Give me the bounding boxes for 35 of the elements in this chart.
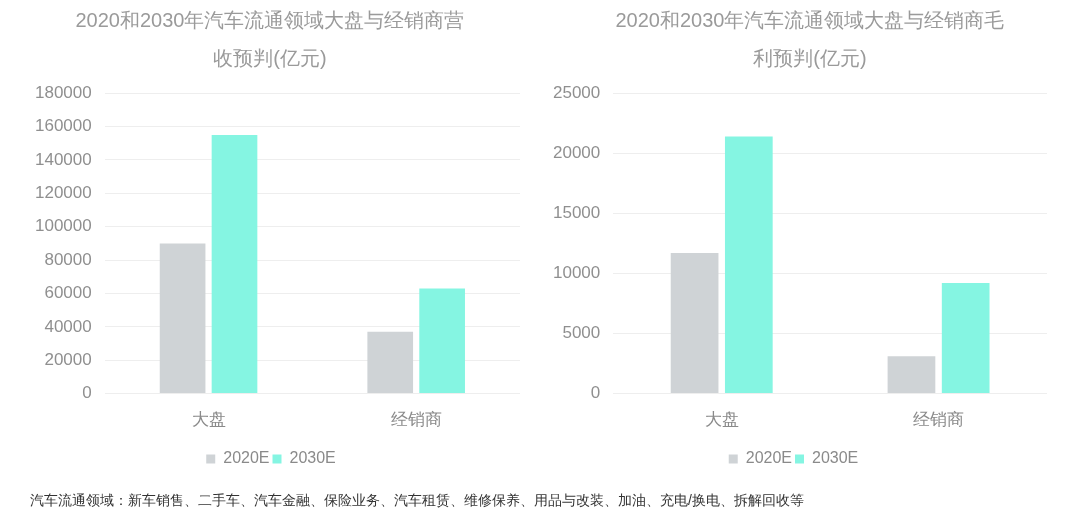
x-tick-label: 大盘 (191, 410, 226, 430)
y-tick-label: 5000 (562, 323, 601, 343)
legend-label: 2030E (289, 449, 336, 467)
y-tick-label: 15000 (552, 203, 601, 223)
y-tick-label: 0 (590, 383, 601, 403)
text: 汽车流通领域：新车销售、二手车、汽车金融、保险业务、汽车租赁、维修保养、用品与改装、加油、充电/换电、拆解回收等 (30, 492, 804, 510)
bar (941, 283, 990, 394)
y-tick-label: 120000 (34, 183, 92, 203)
chart-title: 2020和2030年汽车流通领域大盘与经销商营收预判(亿元) (74, 8, 466, 71)
y-tick-label: 25000 (552, 82, 601, 102)
y-tick-label: 180000 (34, 82, 92, 102)
x-tick-label: 经销商 (390, 410, 442, 430)
x-tick-label: 大盘 (704, 410, 739, 430)
bar (159, 243, 206, 394)
y-tick-label: 160000 (34, 116, 92, 136)
legend-label: 2020E (745, 449, 792, 467)
y-tick-label: 100000 (34, 216, 92, 236)
y-tick-label: 40000 (44, 316, 92, 336)
bar (367, 331, 414, 394)
y-tick-label: 80000 (44, 249, 92, 269)
bar (887, 356, 936, 394)
x-tick-label: 经销商 (913, 410, 965, 430)
y-tick-label: 0 (82, 383, 92, 403)
y-tick-label: 140000 (34, 149, 92, 169)
bar (211, 134, 258, 394)
chart-title: 2020和2030年汽车流通领域大盘与经销商毛利预判(亿元) (614, 8, 1006, 71)
y-tick-label: 20000 (552, 142, 601, 162)
legend-label: 2020E (223, 449, 270, 467)
bar (724, 136, 773, 394)
y-tick-label: 60000 (44, 283, 92, 303)
y-tick-label: 20000 (44, 349, 92, 369)
y-tick-label: 10000 (552, 263, 601, 283)
legend-label: 2030E (812, 449, 859, 467)
bar (419, 288, 465, 394)
bar (670, 253, 719, 394)
